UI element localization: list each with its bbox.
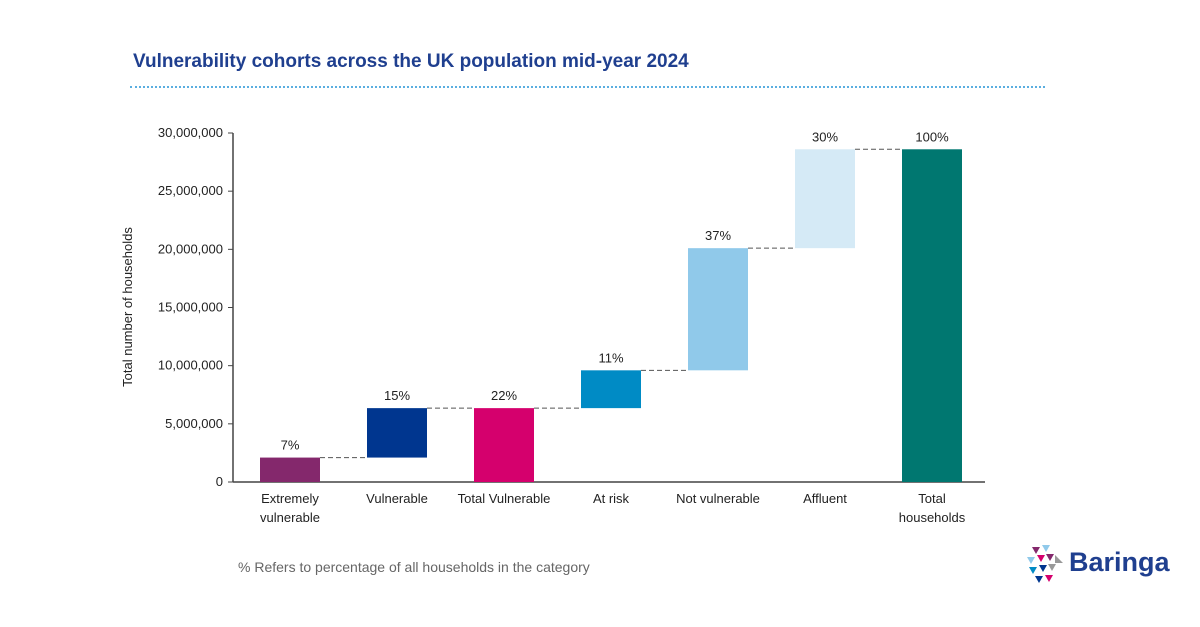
x-tick-label: Vulnerable xyxy=(366,491,428,506)
y-tick-label: 20,000,000 xyxy=(158,241,223,256)
data-label: 11% xyxy=(598,350,623,365)
data-label: 30% xyxy=(812,129,838,144)
x-tick-label: At risk xyxy=(593,491,630,506)
y-tick-label: 30,000,000 xyxy=(158,125,223,140)
bar-6 xyxy=(902,149,962,482)
x-tick-label: vulnerable xyxy=(260,510,320,525)
y-tick-label: 25,000,000 xyxy=(158,183,223,198)
y-axis-label: Total number of households xyxy=(120,227,135,387)
data-label: 37% xyxy=(705,228,731,243)
baringa-logo: Baringa xyxy=(1027,545,1172,585)
logo-triangles-icon xyxy=(1027,545,1063,583)
x-tick-label: Not vulnerable xyxy=(676,491,760,506)
y-tick-label: 15,000,000 xyxy=(158,300,223,315)
footnote: % Refers to percentage of all households… xyxy=(238,559,590,575)
x-tick-label: Total Vulnerable xyxy=(458,491,551,506)
x-tick-label: Extremely xyxy=(261,491,319,506)
chart-title: Vulnerability cohorts across the UK popu… xyxy=(133,51,689,72)
data-label: 15% xyxy=(384,388,410,403)
bar-1 xyxy=(367,408,427,458)
y-tick-label: 10,000,000 xyxy=(158,358,223,373)
bar-0 xyxy=(260,457,320,482)
data-label: 22% xyxy=(491,388,517,403)
bar-2 xyxy=(474,408,534,482)
x-tick-label: Affluent xyxy=(803,491,847,506)
bar-3 xyxy=(581,370,641,409)
title-divider xyxy=(130,86,1045,88)
y-tick-label: 5,000,000 xyxy=(165,416,223,431)
logo-text: Baringa xyxy=(1069,547,1170,577)
data-label: 7% xyxy=(281,438,300,453)
bar-5 xyxy=(795,149,855,249)
x-tick-label: Total xyxy=(918,491,946,506)
y-tick-label: 0 xyxy=(216,474,223,489)
x-tick-label: households xyxy=(899,510,966,525)
data-label: 100% xyxy=(915,129,949,144)
bar-4 xyxy=(688,248,748,371)
